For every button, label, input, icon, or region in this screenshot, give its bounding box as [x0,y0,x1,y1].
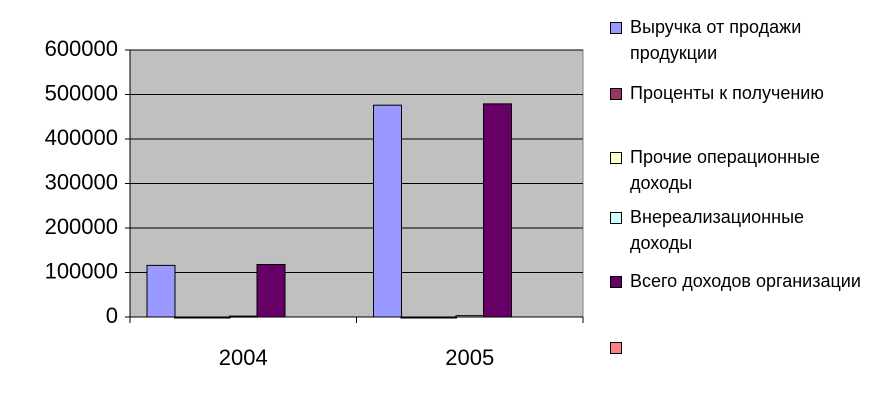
y-tick-label: 200000 [45,214,118,239]
y-tick-label: 600000 [45,36,118,61]
x-tick-label: 2004 [219,345,268,370]
x-tick-label: 2005 [445,345,494,370]
legend-item: Внереализационные доходы [610,204,870,256]
legend-swatch [610,22,622,34]
legend-item: Прочие операционные доходы [610,144,870,196]
legend-label: Прочие операционные доходы [630,147,821,193]
legend-swatch [610,342,622,354]
legend-swatch [610,88,622,100]
legend-label: Проценты к получению [630,83,824,103]
legend-label: Выручка от продажи продукции [630,17,802,63]
y-tick-label: 100000 [45,258,118,283]
legend-item: Проценты к получению [610,80,870,106]
y-tick-label: 500000 [45,80,118,105]
bar [256,263,286,318]
bar [373,104,402,318]
y-tick-label: 400000 [45,125,118,150]
legend-item: Выручка от продажи продукции [610,14,870,66]
bar [146,264,176,318]
legend-item [610,334,870,354]
legend-swatch [610,152,622,164]
legend-item: Всего доходов организации [610,268,870,294]
legend-swatch [610,212,622,224]
legend-swatch [610,276,622,288]
y-tick-label: 300000 [45,169,118,194]
legend-label: Всего доходов организации [630,271,861,291]
y-tick-label: 0 [106,303,118,328]
bar [483,103,512,318]
legend-label: Внереализационные доходы [630,207,805,253]
